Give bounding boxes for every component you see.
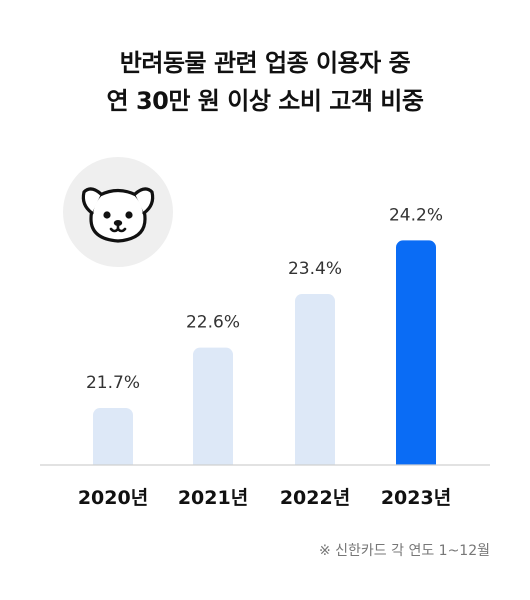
- source-note: ※ 신한카드 각 연도 1~12월: [318, 543, 490, 559]
- x-tick-label: 2022년: [280, 487, 350, 509]
- x-tick-label: 2021년: [178, 487, 248, 509]
- value-label: 24.2%: [389, 205, 443, 225]
- x-tick-label: 2020년: [78, 487, 148, 509]
- baseline-mask: [0, 465, 530, 473]
- bar-2023년: [396, 240, 436, 471]
- x-tick-label: 2023년: [381, 487, 451, 509]
- chart-title: 반려동물 관련 업종 이용자 중 연 30만 원 이상 소비 고객 비중: [0, 44, 530, 120]
- value-label: 21.7%: [86, 373, 140, 393]
- bar-2021년: [193, 347, 233, 471]
- bar-2022년: [295, 294, 335, 471]
- value-label: 22.6%: [186, 313, 240, 333]
- chart-title-line-1: 반려동물 관련 업종 이용자 중: [119, 49, 411, 77]
- dog-face-icon: [81, 187, 155, 243]
- dog-avatar: [63, 157, 173, 267]
- chart-title-line-2: 연 30만 원 이상 소비 고객 비중: [106, 87, 424, 115]
- bar-2020년: [93, 408, 133, 471]
- value-label: 23.4%: [288, 259, 342, 279]
